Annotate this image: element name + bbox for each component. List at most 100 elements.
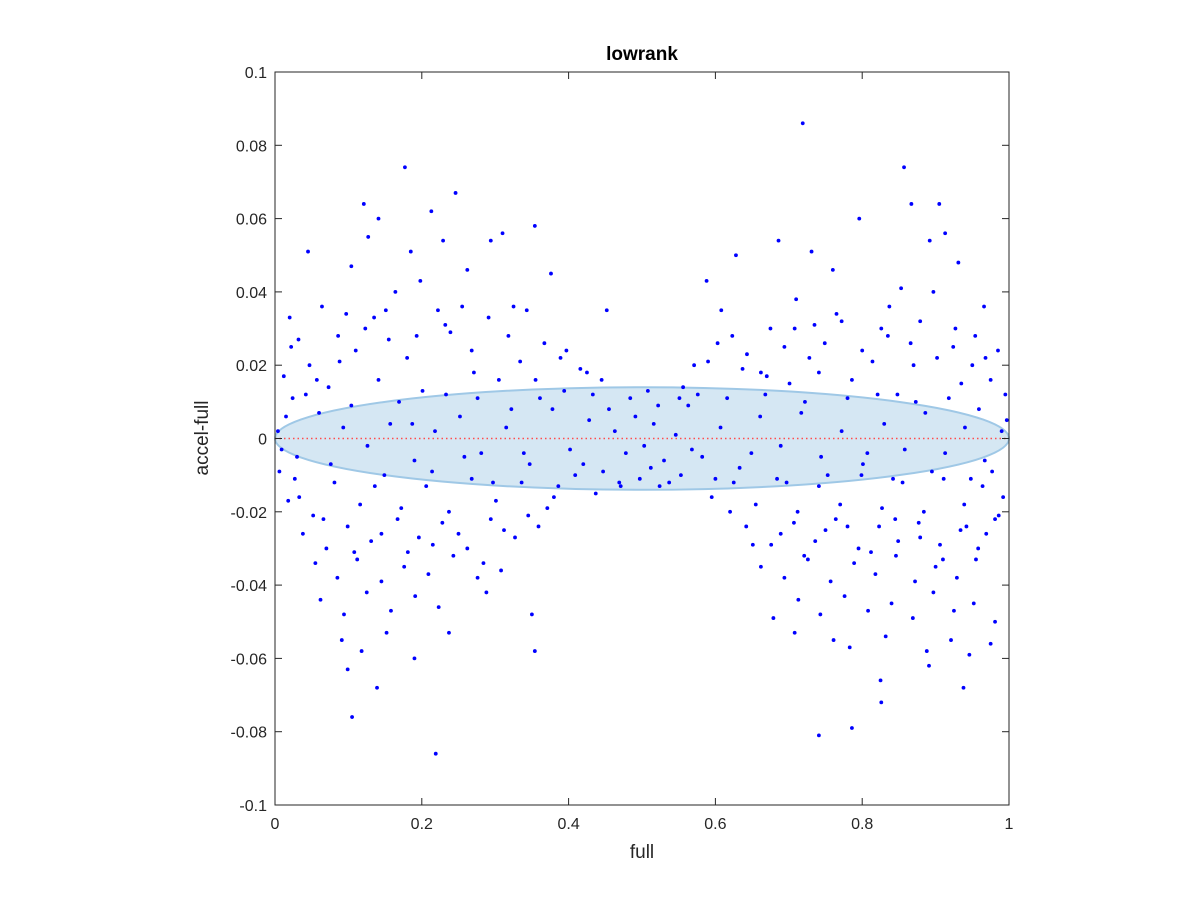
data-point <box>983 355 988 360</box>
data-point <box>911 363 916 368</box>
data-point <box>369 539 374 544</box>
data-point <box>902 447 907 452</box>
data-point <box>951 344 956 349</box>
data-point <box>441 238 445 243</box>
data-point <box>604 308 609 313</box>
data-point <box>337 359 342 364</box>
data-point <box>465 546 470 551</box>
data-point <box>642 443 647 448</box>
data-point <box>839 429 844 434</box>
data-point <box>913 399 918 404</box>
x-tick-label: 0.4 <box>557 816 579 833</box>
data-point <box>657 484 662 489</box>
data-point <box>395 517 400 522</box>
data-point <box>713 476 718 481</box>
data-point <box>289 344 294 349</box>
data-point <box>792 520 796 525</box>
y-tick-label: -0.04 <box>231 578 268 595</box>
data-point <box>568 447 572 452</box>
data-point <box>590 392 595 397</box>
data-point <box>465 268 470 272</box>
data-point <box>307 363 312 368</box>
data-point <box>496 377 501 382</box>
data-point <box>734 253 738 258</box>
data-point <box>941 476 946 481</box>
data-point <box>999 429 1004 434</box>
data-point <box>345 667 350 672</box>
data-point <box>290 396 295 401</box>
data-point <box>782 344 787 349</box>
data-point <box>599 377 604 382</box>
data-point <box>339 638 344 642</box>
data-point <box>816 733 821 738</box>
data-point <box>700 454 705 459</box>
data-point <box>336 333 341 338</box>
data-point <box>1003 392 1008 397</box>
data-point <box>364 590 369 595</box>
data-point <box>882 421 887 426</box>
data-point <box>379 579 384 584</box>
data-point <box>962 502 967 507</box>
data-point <box>587 418 592 423</box>
data-point <box>852 561 857 566</box>
data-point <box>866 608 870 613</box>
data-point <box>502 528 506 533</box>
data-point <box>961 685 966 690</box>
data-point <box>408 249 413 254</box>
data-point <box>908 341 913 346</box>
data-point <box>297 495 302 500</box>
x-axis-label: full <box>630 842 654 863</box>
x-tick-label: 0.6 <box>704 816 726 833</box>
data-point <box>845 396 850 401</box>
data-point <box>447 630 451 635</box>
data-point <box>300 531 305 536</box>
data-point <box>617 480 622 485</box>
data-point <box>533 377 538 382</box>
data-point <box>980 484 985 489</box>
data-point <box>393 290 398 294</box>
data-point <box>424 484 429 489</box>
data-point <box>303 392 308 397</box>
data-point <box>527 462 532 467</box>
data-point <box>728 509 732 514</box>
data-point <box>744 524 749 529</box>
data-point <box>894 553 898 558</box>
data-point <box>499 568 503 573</box>
data-point <box>292 476 297 481</box>
data-point <box>518 359 523 364</box>
data-point <box>558 355 563 360</box>
data-point <box>842 594 847 598</box>
data-point <box>778 443 783 448</box>
data-point <box>823 528 828 533</box>
data-point <box>887 304 892 309</box>
data-point <box>958 528 963 533</box>
data-point <box>345 524 350 529</box>
data-point <box>361 202 366 206</box>
data-point <box>376 216 381 221</box>
data-point <box>771 616 776 620</box>
data-point <box>286 498 291 503</box>
data-point <box>737 465 742 470</box>
data-point <box>937 202 942 206</box>
data-point <box>759 370 763 375</box>
data-point <box>479 451 484 456</box>
data-point <box>328 462 333 467</box>
data-point <box>825 473 830 478</box>
data-point <box>382 473 387 478</box>
data-point <box>612 429 617 434</box>
data-point <box>865 451 870 456</box>
data-point <box>745 352 749 357</box>
data-point <box>287 315 292 320</box>
data-point <box>413 594 418 598</box>
data-point <box>462 454 467 459</box>
data-point <box>456 531 461 536</box>
data-point <box>977 407 981 412</box>
data-point <box>314 377 319 382</box>
data-point <box>896 539 901 544</box>
data-point <box>375 685 379 690</box>
data-point <box>909 202 914 206</box>
data-point <box>902 165 906 170</box>
data-point <box>943 231 948 236</box>
data-point <box>662 458 666 463</box>
